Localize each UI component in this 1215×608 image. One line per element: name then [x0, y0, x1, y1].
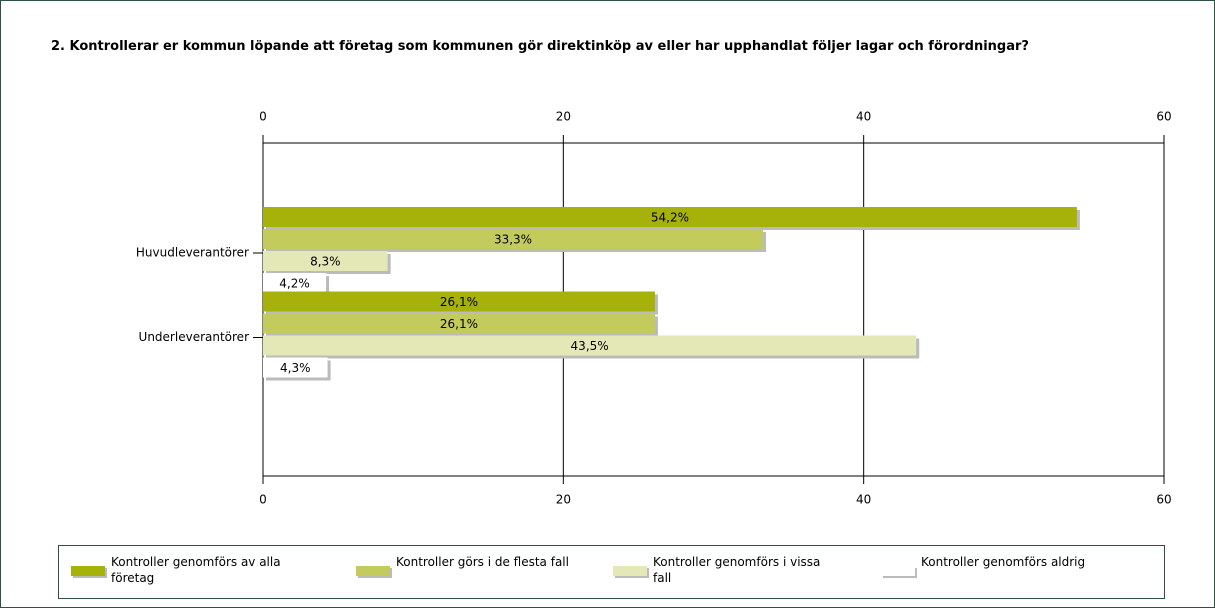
- bar: [263, 273, 327, 293]
- x-tick-label: 40: [856, 493, 871, 507]
- x-tick-label: 20: [556, 493, 571, 507]
- data-label: 8,3%: [310, 255, 341, 269]
- bar: [263, 251, 388, 271]
- legend-swatch: [881, 566, 915, 576]
- legend-label: Kontroller genomförs aldrig: [921, 555, 1086, 569]
- bar: [263, 357, 328, 378]
- legend-label: Kontroller görs i de flesta fall: [396, 555, 569, 569]
- bar: [263, 313, 655, 334]
- data-label: 33,3%: [494, 233, 532, 247]
- x-tick-label: 0: [259, 110, 267, 124]
- data-label: 54,2%: [651, 211, 689, 225]
- x-tick-label: 20: [556, 110, 571, 124]
- chart-title: 2. Kontrollerar er kommun löpande att fö…: [51, 39, 1029, 54]
- data-label: 43,5%: [571, 339, 609, 353]
- x-tick-label: 60: [1156, 110, 1171, 124]
- y-tick-label: Underleverantörer: [139, 330, 250, 344]
- x-tick-label: 40: [856, 110, 871, 124]
- bar: [263, 207, 1077, 227]
- bar: [263, 335, 917, 356]
- legend-label: Kontroller genomförs i vissa fall: [653, 555, 821, 585]
- y-tick-label: Huvudleverantörer: [136, 246, 249, 260]
- data-label: 26,1%: [440, 295, 478, 309]
- legend-swatch: [71, 566, 105, 576]
- bar: [263, 229, 764, 249]
- legend: Kontroller genomförs av alla företag Kont…: [58, 545, 1165, 599]
- x-tick-label: 60: [1156, 493, 1171, 507]
- legend-swatch: [356, 566, 390, 576]
- legend-label: Kontroller genomförs av alla företag: [111, 555, 281, 585]
- bar: [263, 291, 655, 312]
- data-label: 4,3%: [280, 361, 311, 375]
- data-label: 4,2%: [279, 277, 310, 291]
- legend-swatch: [613, 566, 647, 576]
- data-label: 26,1%: [440, 317, 478, 331]
- x-tick-label: 0: [259, 493, 267, 507]
